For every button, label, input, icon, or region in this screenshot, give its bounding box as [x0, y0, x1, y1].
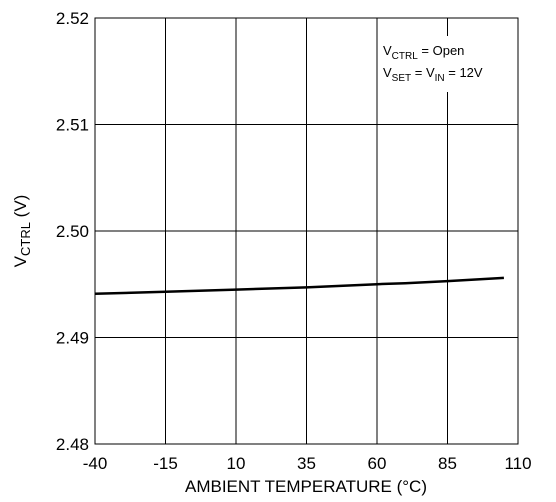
y-tick-label: 2.51: [56, 116, 89, 135]
y-tick-labels: 2.48 2.49 2.50 2.51 2.52: [56, 9, 89, 454]
annotation-line-2: VSET = VIN = 12V: [383, 65, 483, 84]
x-tick-label: 85: [438, 454, 457, 473]
y-tick-label: 2.49: [56, 329, 89, 348]
y-tick-label: 2.50: [56, 222, 89, 241]
y-axis-title: VCTRL (V): [11, 195, 33, 268]
x-tick-label: -15: [153, 454, 178, 473]
x-tick-labels: -40 -15 10 35 60 85 110: [83, 454, 532, 473]
y-tick-label: 2.52: [56, 9, 89, 28]
x-tick-label: -40: [83, 454, 108, 473]
series-group: [94, 276, 504, 296]
x-tick-label: 35: [297, 454, 316, 473]
annotation-box: [378, 36, 506, 92]
x-tick-label: 60: [368, 454, 387, 473]
y-tick-label: 2.48: [56, 435, 89, 454]
x-tick-label: 10: [227, 454, 246, 473]
annotation-line-1: VCTRL = Open: [383, 43, 464, 62]
series-line: [94, 276, 504, 296]
x-tick-label: 110: [504, 454, 531, 473]
x-axis-title: AMBIENT TEMPERATURE (°C): [185, 477, 427, 496]
